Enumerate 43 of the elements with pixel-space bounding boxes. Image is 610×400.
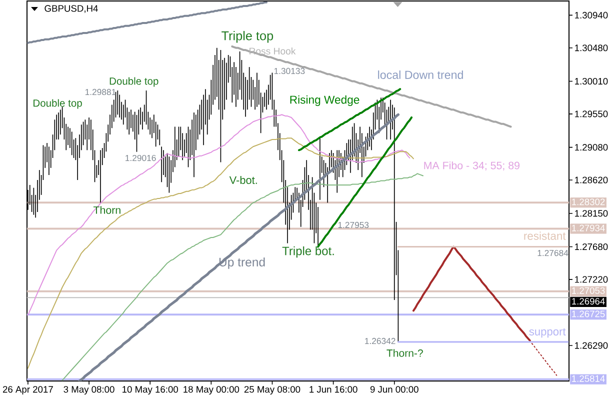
x-tick-label: 3 May 08:00 [64, 386, 114, 395]
ref-line-label: 1.26964 [572, 298, 605, 305]
annotation: V-bot. [229, 176, 257, 184]
y-tick-label: 1.27220 [575, 276, 608, 283]
x-tick-label: 26 Apr 2017 [2, 386, 53, 395]
y-tick-label: 1.29550 [575, 110, 608, 118]
y-tick-label: 1.30010 [575, 78, 608, 85]
annotation: Triple bot. [282, 246, 334, 258]
annotation: MA Fibo - 34; 55; 89 [424, 161, 520, 171]
y-tick-label: 1.28620 [575, 176, 608, 184]
x-tick-label: 18 May 00:00 [184, 386, 240, 395]
annotation: 1.26342 [365, 338, 396, 344]
x-tick-label: 9 Jun 00:00 [370, 386, 418, 393]
annotation: 1.30133 [274, 68, 305, 74]
chart-title: GBPUSD,H4 [44, 5, 98, 13]
series-label: local Down trend [378, 70, 463, 79]
x-tick-label: 25 May 08:00 [244, 386, 300, 395]
x-tick-label: 1 Jun 16:00 [310, 386, 358, 393]
ref-line-label: 1.25814 [572, 375, 605, 382]
series-label: resistant [524, 232, 566, 240]
y-tick-label: 1.26290 [575, 342, 608, 349]
annotation: Thorn [93, 206, 120, 214]
annotation: Triple top [222, 30, 274, 43]
annotation: Double top [34, 99, 82, 109]
y-tick-label: 1.30480 [575, 44, 608, 52]
ref-line-label: 1.27934 [572, 224, 605, 232]
y-tick-label: 1.30940 [575, 12, 608, 18]
annotation: 1.27684 [538, 250, 568, 256]
y-tick-label: 1.27680 [575, 243, 608, 250]
ref-line-label: 1.26725 [572, 310, 605, 318]
line-series [317, 116, 413, 248]
ref-line-label: 1.27053 [572, 287, 605, 294]
y-tick-label: 1.29080 [575, 144, 608, 151]
x-tick-label: 10 May 16:00 [122, 386, 178, 395]
series-label: Rising Wedge [290, 95, 360, 106]
y-tick-label: 1.28150 [575, 210, 608, 217]
annotation: 1.29881 [85, 88, 116, 96]
annotation: 1.27953 [338, 222, 369, 228]
annotation: Thorn-? [386, 349, 423, 357]
annotation: 1.29016 [126, 154, 156, 162]
annotation: Double top [110, 77, 158, 87]
series-label: support [529, 328, 566, 338]
ref-line-label: 1.28302 [572, 198, 605, 206]
